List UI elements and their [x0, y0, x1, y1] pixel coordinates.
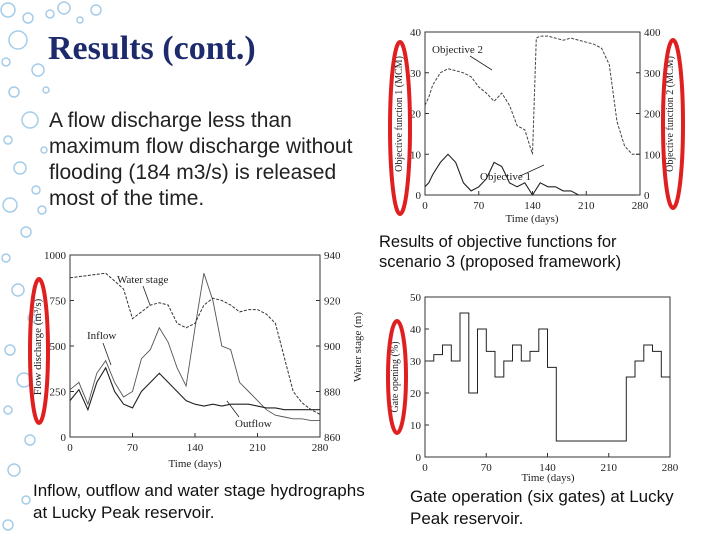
x-tick-label: 140: [187, 442, 204, 454]
y2-axis-label: Water stage (m): [352, 312, 364, 382]
caption-objective-functions: Results of objective functions for scena…: [379, 233, 622, 271]
hydrograph-chart: 0 70 140 210 280 0 250 500 750 1000 860 880 900 920 94…: [28, 250, 364, 470]
y-tick-label: 40: [410, 27, 422, 39]
y-tick-label: 250: [50, 387, 67, 399]
y-tick-label: 0: [416, 190, 422, 202]
y-tick-label: 0: [416, 452, 422, 464]
annotation-outflow: Outflow: [235, 418, 272, 430]
x-axis-label: Time (days): [505, 213, 558, 225]
y2-tick-label: 880: [324, 387, 341, 399]
y2-tick-label: 940: [324, 250, 341, 262]
caption-hydrographs: Inflow, outflow and water stage hydrogra…: [33, 481, 365, 522]
y2-tick-label: 0: [644, 190, 650, 202]
annotation-arrow-inflow: [102, 342, 112, 366]
series-line-objective-2: [424, 35, 640, 155]
series-line-outflow: [69, 366, 320, 412]
y-tick-label: 750: [50, 296, 67, 308]
y2-tick-label: 100: [644, 149, 661, 161]
x-tick-label: 140: [524, 200, 541, 212]
y-tick-label: 500: [50, 341, 67, 353]
series-line-water-stage: [69, 272, 321, 415]
y2-tick-label: 860: [324, 432, 341, 444]
slide-title: Results (cont.): [48, 30, 256, 67]
x-tick-label: 210: [249, 442, 266, 454]
gate-operation-chart: 0 70 140 210 280 0 10 20 30 40 50 Time (days) Gate…: [386, 292, 679, 484]
y-axis-label: Gate opening (%): [390, 341, 401, 412]
y-tick-label: 40: [410, 324, 422, 336]
highlight-circle-right-axis: [661, 38, 685, 210]
highlight-circle-left-axis: [28, 277, 50, 425]
x-tick-label: 70: [473, 200, 485, 212]
x-tick-label: 70: [127, 442, 139, 454]
annotation-objective-1: Objective 1: [480, 171, 531, 183]
y2-tick-label: 200: [644, 109, 661, 121]
y-axis-label: Flow discharge (m³/s): [32, 298, 44, 395]
y-tick-label: 20: [410, 109, 422, 121]
y-axis-label: Objective function 1 (MCM): [394, 56, 405, 172]
annotation-arrow-objective-2: [469, 55, 493, 71]
annotation-inflow: Inflow: [87, 330, 116, 342]
x-tick-label: 280: [312, 442, 329, 454]
y-tick-label: 20: [410, 388, 422, 400]
highlight-circle-left-axis: [386, 319, 408, 435]
y-tick-label: 10: [410, 149, 422, 161]
series-line-objective-1: [424, 153, 640, 197]
y-tick-label: 0: [61, 432, 67, 444]
y-tick-label: 50: [410, 292, 422, 304]
slide-body-text: A flow discharge less than maximum flow …: [49, 109, 353, 210]
x-axis-label: Time (days): [521, 472, 574, 484]
x-tick-label: 0: [67, 442, 73, 454]
series-line-inflow: [69, 273, 320, 422]
y-tick-label: 30: [410, 356, 422, 368]
annotation-arrow-objective-1: [519, 164, 545, 177]
x-axis-label: Time (days): [168, 458, 221, 470]
x-tick-label: 280: [662, 462, 679, 474]
x-tick-label: 0: [422, 462, 428, 474]
x-tick-label: 280: [632, 200, 649, 212]
y2-tick-label: 900: [324, 341, 341, 353]
y2-axis-label: Objective function 2 (MCM): [665, 56, 676, 172]
series-line-gate-opening: [425, 312, 670, 442]
x-tick-label: 140: [539, 462, 556, 474]
x-tick-label: 0: [422, 200, 428, 212]
annotation-arrow-water-stage: [142, 285, 151, 306]
x-tick-label: 210: [601, 462, 618, 474]
annotation-water-stage: Water stage: [117, 274, 168, 286]
annotation-objective-2: Objective 2: [432, 44, 483, 56]
y2-tick-label: 920: [324, 296, 341, 308]
y-tick-label: 1000: [44, 250, 67, 262]
caption-gate-operation: Gate operation (six gates) at Lucky Peak…: [410, 487, 674, 528]
highlight-circle-left-axis: [388, 40, 412, 216]
y-tick-label: 30: [410, 68, 422, 80]
y2-tick-label: 400: [644, 27, 661, 39]
y-tick-label: 10: [410, 420, 422, 432]
x-tick-label: 210: [578, 200, 595, 212]
x-tick-label: 70: [481, 462, 493, 474]
annotation-arrow-outflow: [226, 400, 240, 418]
y2-tick-label: 300: [644, 68, 661, 80]
